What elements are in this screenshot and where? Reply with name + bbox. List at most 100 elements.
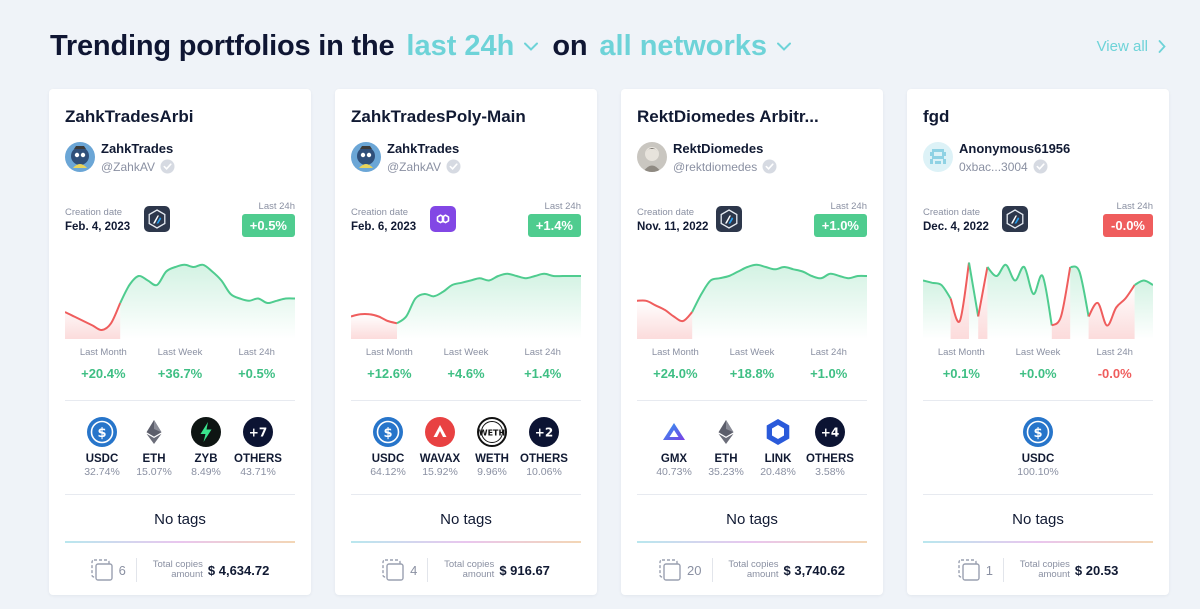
asset-symbol: LINK (764, 453, 792, 465)
stat-label: Last Month (79, 347, 127, 358)
chart-gain-area (1070, 266, 1089, 339)
copy-icon (90, 559, 113, 581)
asset-item[interactable]: $ USDC 100.10% (1012, 417, 1064, 478)
change-24h-badge: +0.5% (241, 214, 295, 237)
creation-date: Dec. 4, 2022 (923, 221, 989, 233)
asset-percentage: 15.07% (136, 466, 172, 478)
card-footer: 1 Total copies amount $ 20.53 (923, 558, 1153, 582)
portfolio-title[interactable]: ZahkTradesArbi (65, 107, 194, 126)
portfolio-card[interactable]: ZahkTradesPoly-Main ZahkTrades @ZahkAV Crea… (335, 89, 597, 595)
asset-percentage: 35.23% (708, 466, 744, 478)
stat-value: +0.5% (238, 366, 276, 381)
owner-name[interactable]: RektDiomedes (673, 141, 764, 156)
divider (923, 400, 1153, 401)
chart-gain-line (923, 279, 952, 300)
network-dropdown[interactable]: all networks (599, 30, 805, 63)
asset-item[interactable]: $ USDC 64.12% (362, 417, 414, 478)
portfolio-title[interactable]: RektDiomedes Arbitr... (637, 107, 819, 126)
asset-item[interactable]: +7 OTHERS 43.71% (232, 417, 284, 478)
portfolio-title[interactable]: fgd (923, 107, 950, 126)
owner-handle: @ZahkAV (101, 159, 175, 174)
stat-label: Last Week (443, 347, 489, 358)
total-copies-label: Total copies amount (1014, 560, 1070, 580)
verified-icon (762, 159, 777, 174)
owner-handle-text: @ZahkAV (101, 159, 155, 174)
asset-item[interactable]: +4 OTHERS 3.58% (804, 417, 856, 478)
tags-label: No tags (440, 511, 492, 528)
period-dropdown[interactable]: last 24h (406, 30, 552, 63)
asset-percentage: 100.10% (1017, 466, 1059, 478)
portfolio-card[interactable]: RektDiomedes Arbitr... RektDiomedes @rektd… (621, 89, 883, 595)
asset-item[interactable]: ETH 35.23% (700, 417, 752, 478)
tags-underline (65, 541, 295, 543)
svg-text:$: $ (1033, 426, 1042, 441)
change-24h-badge: -0.0% (1103, 214, 1153, 237)
tags-underline (351, 541, 581, 543)
asset-item[interactable]: +2 OTHERS 10.06% (518, 417, 570, 478)
asset-item[interactable]: GMX 40.73% (648, 417, 700, 478)
asset-symbol: ZYB (194, 453, 218, 465)
chart-gain-line (986, 263, 1053, 326)
divider (351, 400, 581, 401)
chart-loss-line (1087, 284, 1136, 327)
chart-gain-area (692, 264, 867, 339)
total-copies-label: Total copies amount (147, 560, 203, 580)
copy-icon (659, 559, 681, 581)
chart-loss-area (978, 267, 988, 339)
last-24h-label: Last 24h (258, 201, 295, 212)
owner-name[interactable]: ZahkTrades (101, 141, 174, 156)
portfolio-title[interactable]: ZahkTradesPoly-Main (351, 107, 526, 126)
stat-value: +4.6% (447, 366, 485, 381)
performance-stats: Last Month +0.1% Last Week +0.0% Last 24h -0.… (923, 347, 1153, 381)
asset-percentage: 32.74% (84, 466, 120, 478)
total-copies-label-line2: amount (171, 569, 203, 580)
portfolio-card[interactable]: ZahkTradesArbi ZahkTrades @ZahkAV Creation … (49, 89, 311, 595)
performance-stats: Last Month +20.4% Last Week +36.7% Last 24h +… (65, 347, 295, 381)
card-footer: 6 Total copies amount $ 4,634.72 (65, 558, 295, 582)
avatar[interactable] (637, 142, 667, 172)
tags-underline (923, 541, 1153, 543)
asset-item[interactable]: LINK 20.48% (752, 417, 804, 478)
asset-item[interactable]: WAVAX 15.92% (414, 417, 466, 478)
arbitrum-network-icon (1002, 206, 1028, 232)
others-icon: +2 (529, 417, 559, 447)
view-all-link[interactable]: View all (1097, 38, 1166, 55)
copy-icon (382, 559, 404, 581)
stat-label: Last Week (729, 347, 775, 358)
asset-item[interactable]: WETH WETH 9.96% (466, 417, 518, 478)
chart-loss-area (1088, 285, 1135, 339)
others-icon: +7 (243, 417, 273, 447)
verified-icon (160, 159, 175, 174)
asset-item[interactable]: ZYB 8.49% (180, 417, 232, 478)
asset-symbol: WAVAX (419, 453, 461, 465)
tags-underline (637, 541, 867, 543)
avatar[interactable] (923, 142, 953, 172)
avatar[interactable] (65, 142, 95, 172)
total-copies-amount: $ 20.53 (1074, 562, 1119, 578)
chart-gain-line (968, 262, 980, 317)
stat-value: +24.0% (653, 366, 698, 381)
link-icon (763, 417, 793, 447)
chart-gain-line (1134, 279, 1153, 286)
period-value: last 24h (406, 29, 515, 62)
verified-icon (1033, 159, 1048, 174)
owner-name[interactable]: Anonymous61956 (959, 141, 1071, 156)
copy-count: 1 (985, 562, 993, 578)
asset-item[interactable]: $ USDC 32.74% (76, 417, 128, 478)
chart-loss-line (351, 313, 398, 325)
total-copies-amount: $ 3,740.62 (783, 562, 845, 578)
chart-gain-area (120, 264, 295, 339)
asset-list: GMX 40.73% ETH 35.23% LINK 20.48% +4 OTHERS 3.58… (637, 417, 867, 478)
avatar[interactable] (351, 142, 381, 172)
change-24h-badge: +1.4% (527, 214, 581, 237)
last-24h-label: Last 24h (544, 201, 581, 212)
owner-name[interactable]: ZahkTrades (387, 141, 460, 156)
total-copies-amount: $ 4,634.72 (207, 562, 270, 578)
asset-item[interactable]: ETH 15.07% (128, 417, 180, 478)
stat-label: Last 24h (524, 347, 561, 358)
stat-last-month: Last Month +24.0% (637, 347, 714, 381)
chart-loss-line (637, 299, 693, 323)
stat-last-24h: Last 24h +1.0% (790, 347, 867, 381)
portfolio-card[interactable]: fgd Anonymous61956 0xbac...3004 Creation da… (907, 89, 1169, 595)
wavax-icon (425, 417, 455, 447)
